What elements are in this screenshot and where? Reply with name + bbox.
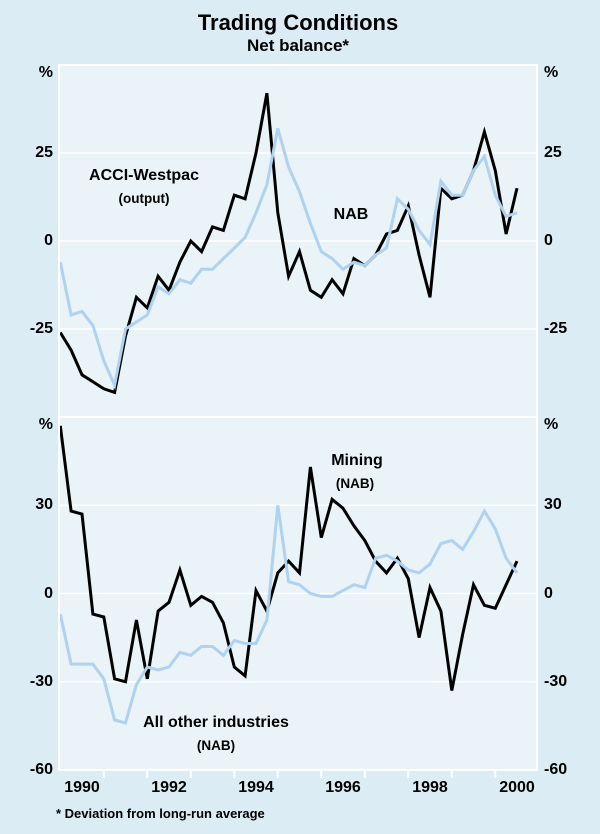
y-axis-unit-left-top: % bbox=[38, 64, 53, 81]
y-tick-label-left-bottom-30: 30 bbox=[35, 496, 53, 514]
x-year-label-1992: 1992 bbox=[151, 779, 187, 796]
y-tick-label-right-bottom-0: 0 bbox=[544, 584, 553, 602]
y-tick-label-right-bottom--60: -60 bbox=[544, 761, 568, 778]
y-tick-label-left-top--25: -25 bbox=[29, 320, 53, 337]
x-year-label-2000: 2000 bbox=[499, 779, 535, 796]
series-line-mining-nab- bbox=[58, 425, 519, 691]
y-tick-label-left-bottom--60: -60 bbox=[29, 761, 53, 778]
series-label-acci-westpac: ACCI-Westpac bbox=[89, 167, 199, 184]
footnote: * Deviation from long-run average bbox=[56, 806, 265, 821]
series-line-all-other-industries-nab- bbox=[58, 505, 519, 725]
y-tick-label-right-top-25: 25 bbox=[544, 144, 562, 161]
y-axis-unit-right-bottom: % bbox=[544, 416, 559, 433]
y-tick-label-right-bottom--30: -30 bbox=[544, 672, 568, 690]
series-sublabel-mining-nab: (NAB) bbox=[335, 476, 375, 491]
y-tick-label-left-bottom--30: -30 bbox=[29, 672, 53, 690]
series-label-mining: Mining bbox=[331, 452, 383, 469]
y-tick-label-left-bottom-0: 0 bbox=[44, 584, 53, 602]
x-year-label-1996: 1996 bbox=[325, 779, 361, 796]
series-label-nab: NAB bbox=[333, 206, 369, 223]
chart-subtitle: Net balance* bbox=[246, 36, 350, 55]
y-axis-unit-left-bottom: % bbox=[38, 416, 53, 433]
y-tick-label-right-bottom-30: 30 bbox=[544, 496, 562, 514]
chart-title: Trading Conditions bbox=[197, 10, 399, 35]
y-axis-unit-right-top: % bbox=[544, 64, 559, 81]
series-sublabel-acci-westpac-output: (output) bbox=[118, 191, 170, 206]
x-year-label-1994: 1994 bbox=[238, 779, 274, 796]
series-sublabel-all-other-nab: (NAB) bbox=[196, 738, 236, 753]
series-label-all-other-industries: All other industries bbox=[143, 714, 289, 731]
x-year-label-1998: 1998 bbox=[412, 779, 448, 796]
y-tick-label-right-top--25: -25 bbox=[544, 320, 568, 337]
x-year-label-1990: 1990 bbox=[64, 779, 100, 796]
y-tick-label-left-top-25: 25 bbox=[35, 144, 53, 161]
y-tick-label-right-top-0: 0 bbox=[544, 232, 553, 249]
y-tick-label-left-top-0: 0 bbox=[44, 232, 53, 249]
series-line-nab bbox=[58, 127, 518, 391]
